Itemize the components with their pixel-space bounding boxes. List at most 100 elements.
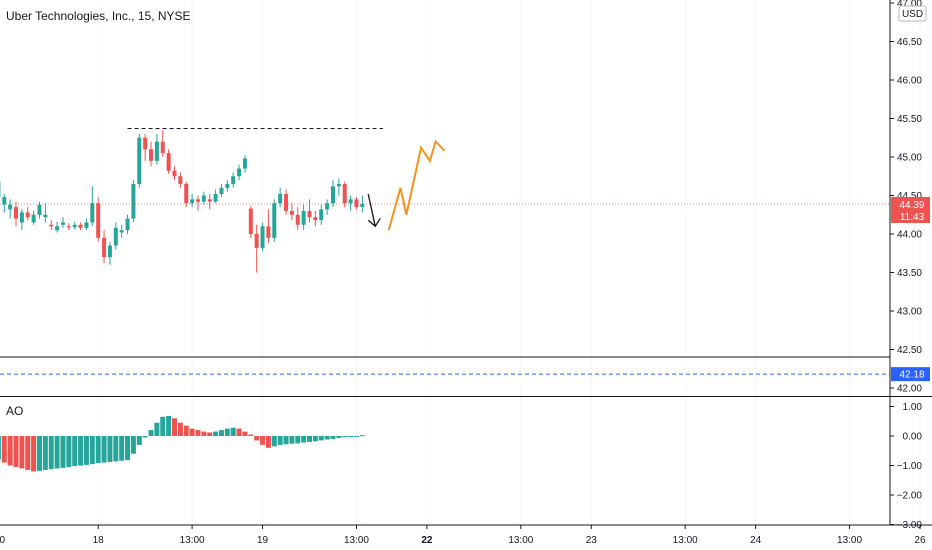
ao-bar	[107, 436, 113, 462]
candle-body	[102, 237, 107, 258]
price-axis[interactable]: 47.00 46.50 46.00 45.50 45.00 44.50 44.00 43.50…	[890, 0, 927, 395]
candle-body	[125, 218, 130, 231]
ao-bar	[183, 425, 189, 436]
price-tick-label: 46.00	[897, 76, 922, 87]
ao-bar	[78, 436, 84, 466]
price-tick-label: 44.00	[897, 230, 922, 241]
candle-body	[272, 203, 277, 238]
alert-price-label: 42.18	[899, 370, 924, 381]
candle-body	[55, 226, 60, 231]
ao-bar	[224, 428, 230, 436]
candle-body	[107, 245, 112, 258]
ao-bar	[236, 428, 242, 436]
candle-body	[231, 176, 236, 184]
candle-body	[295, 214, 300, 225]
ao-bar	[283, 436, 289, 445]
time-tick-label: 24	[750, 535, 762, 546]
down-arrow-head	[367, 217, 381, 228]
candle-body	[207, 199, 212, 202]
ao-bar	[254, 436, 260, 441]
candle-body	[237, 168, 242, 177]
ao-bar	[271, 436, 277, 447]
candle-body	[160, 141, 165, 154]
last-price-label: 44.39	[899, 200, 924, 211]
ao-bar	[154, 422, 160, 436]
price-tick-label: 47.00	[897, 0, 922, 10]
ao-tick-label: −3.00	[897, 520, 923, 531]
ao-bar	[54, 436, 60, 469]
ao-bar	[318, 436, 324, 441]
candle-body	[49, 224, 54, 227]
ao-bar	[130, 436, 136, 454]
time-axis[interactable]: 13:00 18 13:00 19 13:00 22 13:00 23 13:00 24 13:00…	[0, 525, 932, 546]
time-tick-label: 13:00	[837, 535, 862, 546]
candle-body	[154, 141, 159, 161]
candle-body	[213, 193, 218, 202]
ao-bar	[42, 436, 48, 470]
ao-bar	[0, 436, 1, 460]
candle-body	[219, 187, 224, 194]
ao-bar	[218, 430, 224, 436]
candle-body	[242, 158, 247, 169]
candle-body	[195, 199, 200, 202]
candle-body	[60, 222, 65, 225]
price-tick-label: 44.50	[897, 191, 922, 202]
ao-indicator-label[interactable]: AO	[6, 404, 24, 418]
ao-bar	[213, 431, 219, 436]
candle-body	[31, 214, 36, 223]
chart-title: Uber Technologies, Inc., 15, NYSE	[6, 9, 191, 23]
candle-body	[248, 208, 253, 234]
price-tick-label: 45.50	[897, 114, 922, 125]
price-tick-label: 42.00	[897, 384, 922, 395]
candle-body	[348, 199, 353, 204]
candle-body	[254, 234, 259, 248]
time-tick-label: 26	[914, 535, 926, 546]
ao-bar	[1, 436, 7, 463]
candle-body	[78, 224, 83, 228]
ao-bar	[177, 422, 183, 436]
alert-price-tag	[891, 367, 930, 382]
ao-bar	[19, 436, 25, 469]
ao-bar	[195, 430, 201, 436]
candle-body	[84, 222, 89, 228]
candle-body	[289, 210, 294, 215]
ao-bar	[113, 436, 119, 462]
ao-bar	[13, 436, 19, 467]
ao-axis[interactable]: 1.00 0.00 −1.00 −2.00 −3.00	[890, 402, 922, 531]
candle-body	[325, 203, 330, 210]
ao-bar	[201, 431, 207, 436]
candle-body	[25, 212, 30, 218]
ao-bar	[301, 436, 307, 443]
candle-body	[96, 203, 101, 238]
candle-body	[184, 183, 189, 204]
candle-body	[14, 207, 19, 219]
ao-bar	[119, 436, 125, 461]
candle-body	[137, 137, 142, 184]
candle-body	[360, 203, 365, 208]
candle-body	[119, 230, 124, 233]
candle-body	[354, 199, 359, 208]
ao-bar	[48, 436, 54, 470]
ao-bar	[160, 416, 166, 436]
candle-body	[260, 226, 265, 248]
ao-tick-label: −1.00	[897, 461, 923, 472]
ao-bar	[136, 436, 142, 445]
ao-bar	[166, 415, 172, 436]
ao-bar	[342, 436, 348, 438]
ao-bar	[25, 436, 31, 470]
ao-bar	[330, 436, 336, 439]
candle-body	[143, 137, 148, 150]
ao-bar	[189, 428, 195, 436]
price-tick-label: 45.00	[897, 153, 922, 164]
ao-bar	[336, 436, 342, 439]
candle-body	[2, 197, 7, 205]
candle-body	[43, 214, 48, 218]
ao-bar	[60, 436, 66, 468]
ao-bar	[148, 430, 154, 436]
ao-bar	[312, 436, 318, 442]
ao-tick-label: 1.00	[903, 402, 923, 413]
price-tick-label: 46.50	[897, 37, 922, 48]
ao-bar	[36, 436, 42, 471]
candle-body	[37, 204, 42, 215]
